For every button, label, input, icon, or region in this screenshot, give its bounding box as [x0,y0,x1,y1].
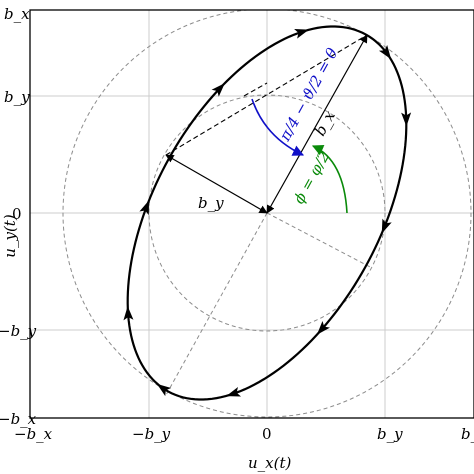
dashed-chord [165,34,368,156]
direction-arrow-icon [123,306,134,321]
semi-major-label: b_x [311,107,339,139]
semi-minor-label: b_y [198,194,224,212]
x-tick-label: b_x [461,425,474,443]
phi-angle-label: ϕ = φ/2 [290,148,334,207]
x-tick-label: b_y [377,425,403,443]
phi-angle-arc [311,145,348,214]
direction-arrow-icon [316,321,330,335]
y-axis-label: u_y(t) [1,214,19,258]
direction-arrow-icon [226,387,242,397]
y-tick-label: b_x [4,5,30,23]
plot-frame [29,9,474,419]
ellipse-curve [126,25,408,401]
y-tick-label: −b_y [0,322,37,340]
dashed-perp [243,82,268,97]
minor-axis-extension [266,212,373,269]
ellipse-orbit [123,25,412,401]
semi-major-vector [266,34,368,214]
y-tick-label: −b_x [0,410,37,428]
direction-arrow-icon [378,44,392,60]
direction-arrow-icon [211,83,225,97]
outer-dashed-circle [62,10,472,418]
x-axis-label: u_x(t) [248,454,292,472]
x-tick-label: −b_y [132,425,171,443]
x-tick-label: 0 [262,425,272,443]
direction-arrow-icon [401,112,412,127]
major-axis-extension [165,212,268,396]
semi-minor-vector [165,154,268,214]
y-tick-label: b_y [4,88,30,106]
direction-arrow-icon [294,29,309,39]
direction-arrow-icon [139,200,150,216]
direction-arrow-icon [381,218,392,234]
x-tick-label: −b_x [14,425,53,443]
theta-angle-arc [251,98,305,156]
grid [30,10,474,418]
direction-arrow-icon [156,383,172,397]
y-tick-label: 0 [12,205,22,223]
